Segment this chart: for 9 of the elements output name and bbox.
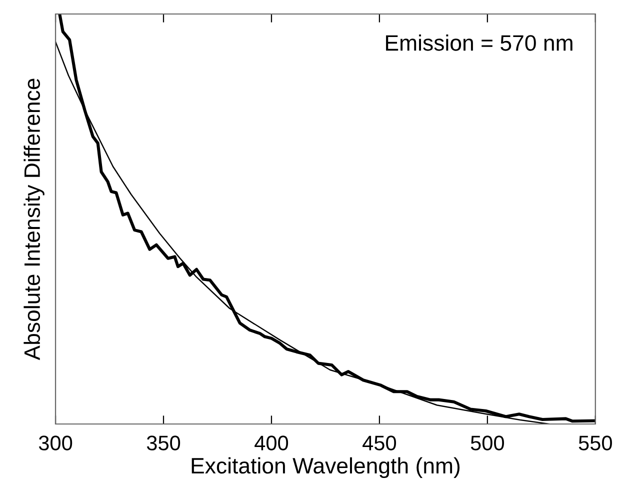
x-axis-title: Excitation Wavelength (nm)	[192, 457, 460, 478]
y-axis-title: Absolute Intensity Difference	[24, 78, 44, 360]
x-tick-label: 500	[470, 436, 504, 450]
x-tick-label: 350	[146, 436, 180, 450]
x-tick-label: 550	[578, 436, 612, 450]
x-tick-label: 400	[254, 436, 288, 450]
x-tick-label: 450	[362, 436, 396, 450]
x-tick-label: 300	[38, 436, 72, 450]
annotation: Emission = 570 nm	[386, 34, 572, 51]
